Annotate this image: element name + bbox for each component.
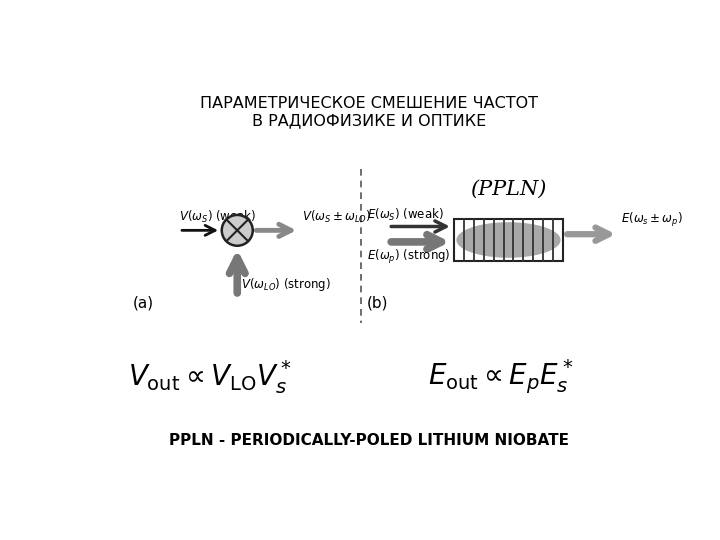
Text: $V(\omega_{LO})$ (strong): $V(\omega_{LO})$ (strong) <box>241 276 331 293</box>
Text: $E_{\mathrm{out}} \propto E_p E_s^*$: $E_{\mathrm{out}} \propto E_p E_s^*$ <box>428 357 574 396</box>
Text: ПАРАМЕТРИЧЕСКОЕ СМЕШЕНИЕ ЧАСТОТ: ПАРАМЕТРИЧЕСКОЕ СМЕШЕНИЕ ЧАСТОТ <box>200 96 538 111</box>
Circle shape <box>222 215 253 246</box>
Bar <box>454 219 563 261</box>
Text: В РАДИОФИЗИКЕ И ОПТИКЕ: В РАДИОФИЗИКЕ И ОПТИКЕ <box>252 113 486 128</box>
Text: (PPLN): (PPLN) <box>470 180 546 199</box>
Text: (b): (b) <box>366 296 388 311</box>
Text: $E(\omega_S)$ (weak): $E(\omega_S)$ (weak) <box>367 207 444 223</box>
Text: $E(\omega_s \pm \omega_p)$: $E(\omega_s \pm \omega_p)$ <box>621 211 683 230</box>
Text: PPLN - PERIODICALLY-POLED LITHIUM NIOBATE: PPLN - PERIODICALLY-POLED LITHIUM NIOBAT… <box>169 433 569 448</box>
Polygon shape <box>456 222 561 258</box>
Text: $E(\omega_p)$ (strong): $E(\omega_p)$ (strong) <box>367 248 451 266</box>
Text: $V_{\mathrm{out}} \propto V_{\mathrm{LO}} V_s^*$: $V_{\mathrm{out}} \propto V_{\mathrm{LO}… <box>128 357 292 396</box>
Text: (a): (a) <box>132 296 154 311</box>
Text: $V(\omega_S)$ (weak): $V(\omega_S)$ (weak) <box>179 208 256 225</box>
Text: $V(\omega_S \pm \omega_{LO})$: $V(\omega_S \pm \omega_{LO})$ <box>302 208 371 225</box>
